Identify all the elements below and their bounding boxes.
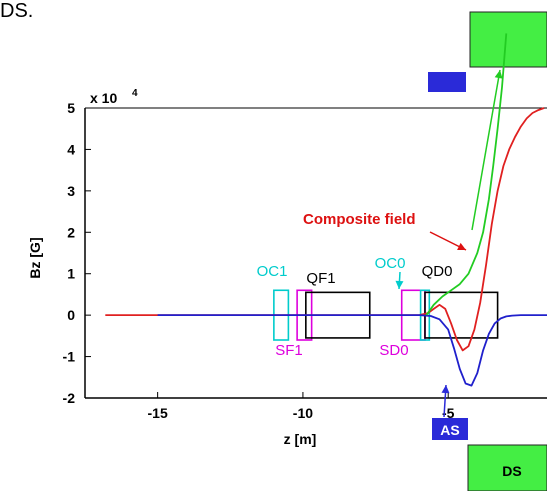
as-solenoid-top-block: [428, 72, 466, 92]
page-header-fragment: DS.: [0, 0, 34, 22]
as-arrow-head: [441, 385, 450, 394]
ds-label: DS: [502, 463, 521, 479]
magnet-box-qd0: [424, 291, 499, 339]
x-tick-label: -10: [293, 405, 313, 421]
x-axis-label: z [m]: [284, 431, 317, 447]
composite-field-label: Composite field: [303, 211, 416, 228]
ds-arrow-head: [494, 70, 503, 79]
composite-field-arrow-head: [457, 242, 466, 250]
y-tick-label: -2: [63, 390, 76, 406]
magnet-label-sd0: SD0: [379, 342, 408, 359]
y-exponent-power: 4: [132, 88, 138, 99]
y-tick-label: 4: [67, 141, 75, 157]
y-tick-label: 0: [67, 307, 75, 323]
oc0-arrow-head: [395, 280, 404, 289]
y-tick-label: 2: [67, 224, 75, 240]
magnet-label-qf1: QF1: [306, 270, 335, 287]
annotation-arrows: [395, 69, 503, 418]
y-exponent-label: x 10: [90, 90, 117, 106]
magnet-label-oc0: OC0: [375, 255, 406, 272]
y-tick-label: 3: [67, 183, 75, 199]
y-tick-label: 1: [67, 266, 75, 282]
ds-solenoid-bottom-block: [467, 444, 547, 491]
x-tick-label: -15: [148, 405, 168, 421]
y-tick-label: -1: [63, 349, 76, 365]
ds-field-line: [425, 33, 508, 316]
series-lines: [105, 33, 547, 387]
as-solenoid-bottom-block: [432, 418, 468, 440]
as-label: AS: [440, 422, 459, 438]
y-axis-label: Bz [G]: [27, 237, 43, 278]
ds-arrow: [471, 69, 501, 231]
ds-solenoid-top-block: [469, 11, 547, 68]
magnet-label-sf1: SF1: [275, 342, 303, 359]
as-field-line: [157, 314, 547, 387]
magnet-label-oc1: OC1: [257, 263, 288, 280]
composite-field-line: [105, 107, 545, 352]
y-tick-label: 5: [67, 100, 75, 116]
magnet-label-qd0: QD0: [422, 263, 453, 280]
axes-frame: [84, 107, 547, 399]
